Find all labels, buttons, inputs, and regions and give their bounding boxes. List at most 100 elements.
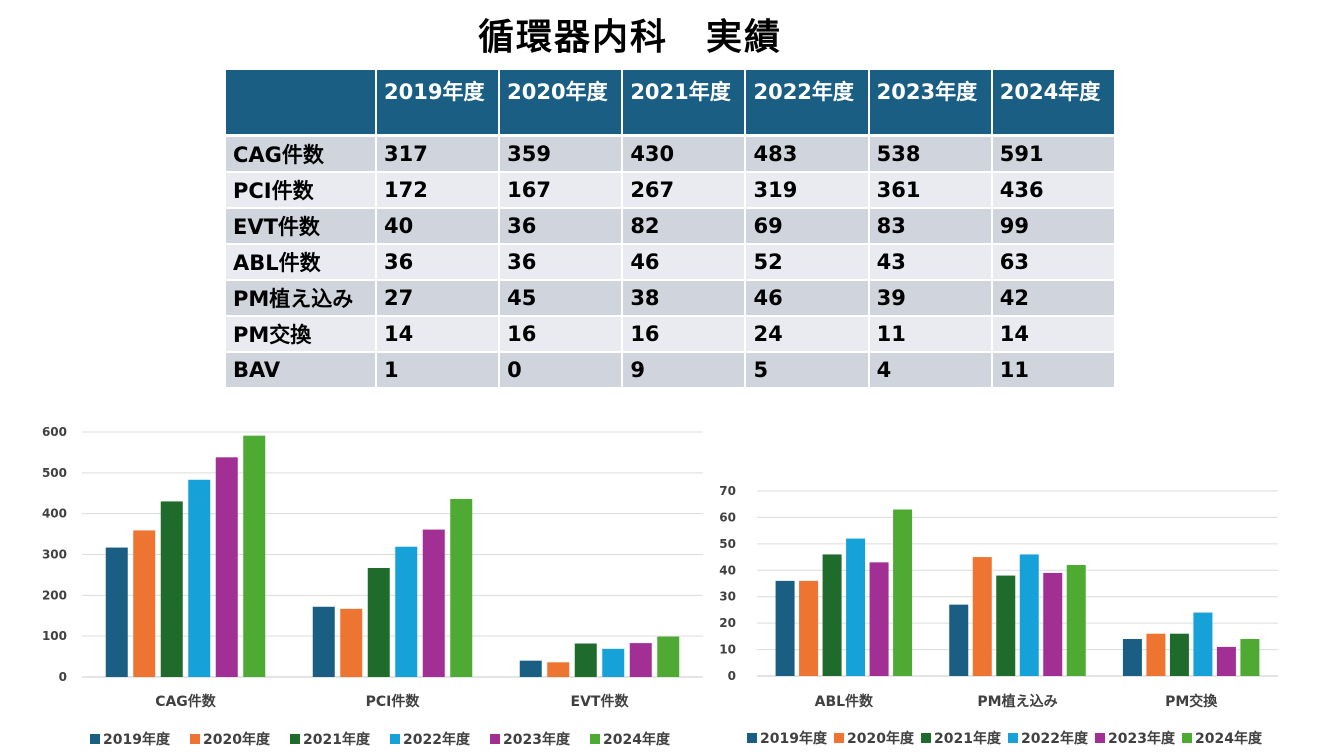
category-label: ABL件数 (815, 693, 874, 710)
y-tick-label: 10 (719, 643, 736, 657)
y-tick-label: 0 (59, 670, 67, 684)
bar (519, 660, 542, 677)
bar (657, 636, 680, 677)
bar (1019, 554, 1039, 676)
bar (1146, 633, 1166, 676)
row-label: PCI件数 (226, 172, 377, 209)
table-cell: 436 (991, 172, 1117, 209)
category-label: EVT件数 (571, 693, 630, 710)
table-cell: 46 (622, 244, 747, 281)
table-row: CAG件数 317 359 430 483 538 591 (226, 135, 1117, 173)
table-cell: 27 (376, 280, 501, 317)
bar (243, 435, 266, 677)
bar (893, 509, 913, 676)
legend-swatch (90, 734, 100, 744)
bar (188, 479, 211, 677)
table-cell: 82 (622, 208, 747, 245)
table-cell: 16 (622, 316, 747, 353)
y-tick-label: 0 (728, 669, 736, 683)
bar (1193, 612, 1213, 676)
table-cell: 430 (622, 135, 747, 173)
table-cell: 99 (991, 208, 1117, 245)
legend-swatch (490, 734, 500, 744)
table-header-cell: 2023年度 (868, 70, 993, 137)
legend-swatch (1095, 733, 1105, 743)
table-cell: 36 (499, 208, 624, 245)
bar (547, 662, 570, 677)
table-row: ABL件数 36 36 46 52 43 63 (226, 244, 1117, 281)
legend-label: 2020年度 (203, 731, 271, 748)
bar (1216, 646, 1236, 676)
legend-swatch (1008, 733, 1018, 743)
legend-swatch (921, 733, 931, 743)
bar (869, 562, 889, 676)
table-cell: 83 (868, 208, 993, 245)
legend-label: 2024年度 (1195, 730, 1263, 747)
table-cell: 38 (622, 280, 747, 317)
y-tick-label: 200 (42, 588, 67, 602)
y-tick-label: 400 (42, 507, 67, 521)
bar (340, 608, 363, 677)
bar-chart-left: 0 100 200 300 400 500 600 CAG件数 PCI件数 EVT件数 2019年度… (42, 425, 703, 748)
bar (949, 604, 969, 676)
y-tick-label: 30 (719, 590, 736, 604)
bar (1066, 565, 1086, 676)
category-label: PM植え込み (977, 693, 1057, 710)
bar (1043, 572, 1063, 676)
bar (574, 643, 597, 677)
table-cell: 36 (376, 244, 501, 281)
table-cell: 42 (991, 280, 1117, 317)
table-cell: 172 (376, 172, 501, 209)
category-label: PM交換 (1165, 693, 1218, 710)
table-cell: 24 (745, 316, 870, 353)
bar (422, 529, 445, 677)
table-cell: 538 (868, 135, 993, 173)
table-row: PM植え込み 27 45 38 46 39 42 (226, 280, 1117, 317)
table-header-cell: 2021年度 (622, 70, 747, 137)
table-header-row: 2019年度 2020年度 2021年度 2022年度 2023年度 2024年… (226, 70, 1117, 137)
bar (215, 457, 238, 677)
bar (822, 554, 842, 676)
table-header-cell: 2019年度 (376, 70, 501, 137)
table-corner-cell (226, 70, 377, 137)
y-tick-label: 100 (42, 629, 67, 643)
category-label: CAG件数 (155, 693, 217, 710)
table-header-cell: 2020年度 (499, 70, 624, 137)
table-cell: 39 (868, 280, 993, 317)
row-label: EVT件数 (226, 208, 377, 245)
bar (367, 567, 390, 677)
bar (1240, 639, 1260, 676)
table-cell: 483 (745, 135, 870, 173)
bar (629, 643, 652, 677)
table-row: PM交換 14 16 16 24 11 14 (226, 316, 1117, 353)
table-cell: 69 (745, 208, 870, 245)
table-cell: 11 (868, 316, 993, 353)
y-tick-label: 300 (42, 548, 67, 562)
bar (996, 575, 1016, 676)
legend-swatch (190, 734, 200, 744)
legend-label: 2023年度 (503, 731, 571, 748)
y-tick-label: 70 (719, 484, 736, 498)
bar (395, 546, 418, 677)
legend-swatch (390, 734, 400, 744)
table-cell: 16 (499, 316, 624, 353)
table-cell: 14 (991, 316, 1117, 353)
table-cell: 43 (868, 244, 993, 281)
bar (1169, 633, 1189, 676)
legend-label: 2021年度 (934, 730, 1002, 747)
legend-label: 2022年度 (403, 731, 471, 748)
legend-label: 2021年度 (303, 731, 371, 748)
bar (972, 557, 992, 676)
table-cell: 319 (745, 172, 870, 209)
bar (775, 580, 795, 676)
table-cell: 45 (499, 280, 624, 317)
legend-swatch (834, 733, 844, 743)
table-cell: 0 (499, 352, 624, 389)
bar (160, 501, 183, 677)
legend-swatch (1182, 733, 1192, 743)
row-label: CAG件数 (226, 135, 377, 173)
table-cell: 14 (376, 316, 501, 353)
table-header-cell: 2024年度 (991, 70, 1117, 137)
table-cell: 4 (868, 352, 993, 389)
row-label: BAV (226, 352, 377, 389)
